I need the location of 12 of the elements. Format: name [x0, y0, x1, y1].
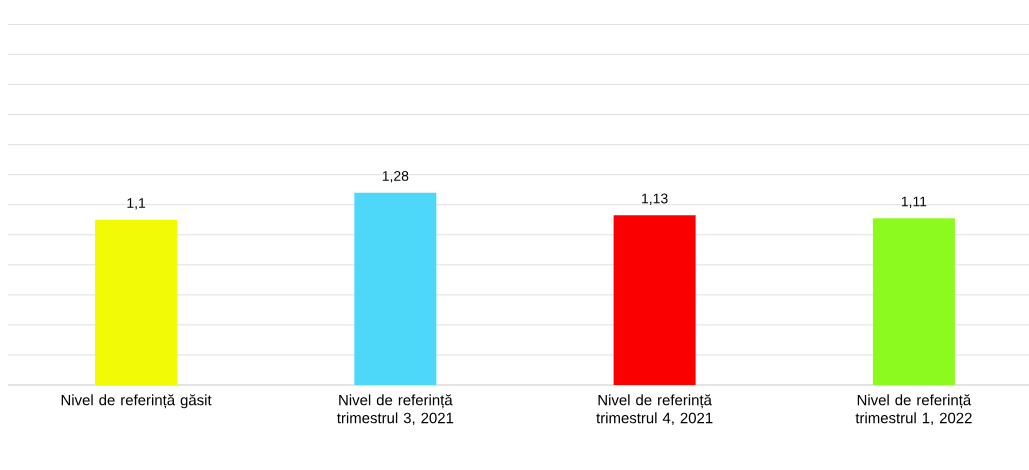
bar — [95, 219, 178, 385]
x-tick-label: Nivel de referință trimestrul 1, 2022 — [855, 394, 972, 426]
x-tick-label: Nivel de referință trimestrul 3, 2021 — [337, 394, 454, 426]
x-tick-label: Nivel de referință trimestrul 4, 2021 — [596, 394, 713, 426]
x-tick-label: Nivel de referință găsit — [61, 394, 212, 409]
bar — [354, 192, 437, 385]
bar — [613, 215, 696, 385]
data-label: 1,11 — [901, 196, 927, 209]
data-label: 1,13 — [642, 193, 668, 206]
data-label: 1,1 — [127, 198, 146, 210]
bar — [872, 218, 955, 385]
data-label: 1,28 — [382, 170, 409, 183]
